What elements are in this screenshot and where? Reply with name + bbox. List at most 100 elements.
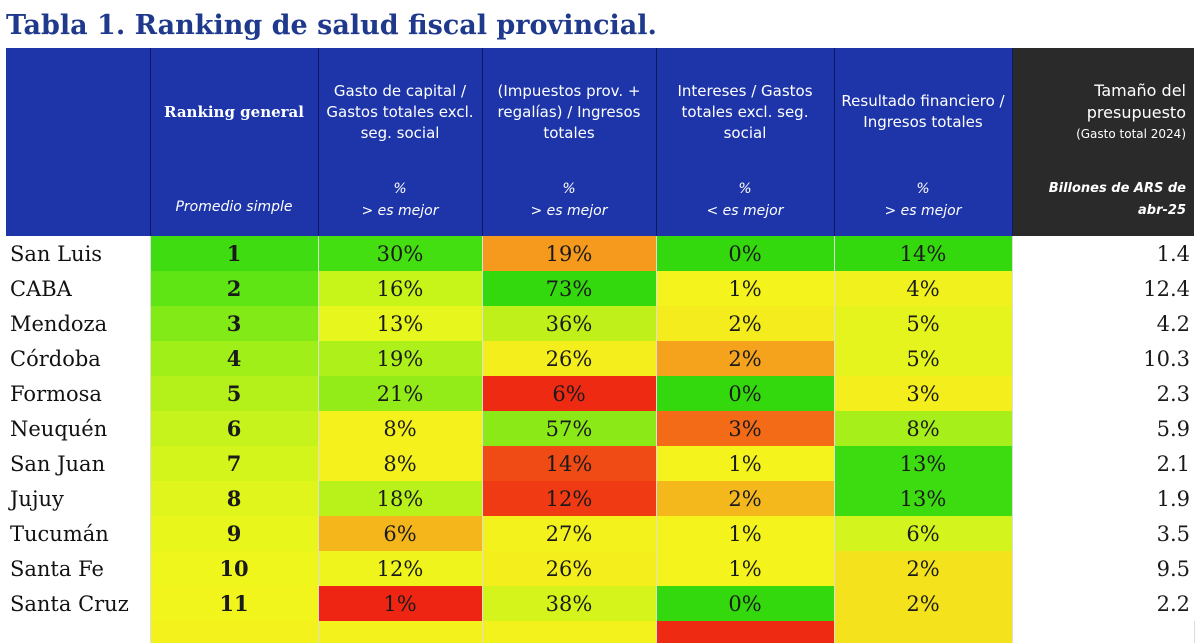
interest-ratio-cell: 1%	[656, 551, 835, 586]
result-ratio-cell: 8%	[834, 411, 1013, 446]
header-blank	[6, 48, 151, 176]
budget-size-cell: 10.3	[1012, 341, 1194, 376]
result-ratio-cell: 13%	[834, 481, 1013, 516]
ranking-cell: 10	[150, 551, 319, 586]
ranking-cell: 8	[150, 481, 319, 516]
interest-ratio-cell: 2%	[656, 341, 835, 376]
ranking-cell: 11	[150, 586, 319, 621]
budget-size-cell: 5.9	[1012, 411, 1194, 446]
capital-ratio-cell: 18%	[318, 481, 483, 516]
province-name: San Juan	[6, 446, 151, 481]
budget-size-cell: 2.3	[1012, 376, 1194, 411]
header-size-label: Tamaño del presupuesto	[1086, 81, 1186, 122]
result-ratio-cell: 13%	[834, 446, 1013, 481]
table-row-partial	[6, 621, 1195, 643]
subheader-col-result: % > es mejor	[834, 176, 1013, 236]
capital-ratio-cell: 1%	[318, 586, 483, 621]
ranking-cell: 3	[150, 306, 319, 341]
subheader-col-interest: % < es mejor	[656, 176, 835, 236]
province-name: Tucumán	[6, 516, 151, 551]
tax-ratio-cell: 38%	[482, 586, 657, 621]
capital-ratio-cell: 6%	[318, 516, 483, 551]
subheader-blank	[6, 176, 151, 236]
direction-label: > es mejor	[884, 203, 962, 219]
interest-ratio-cell: 1%	[656, 516, 835, 551]
ranking-cell	[150, 621, 319, 643]
header-col-result: Resultado financiero / Ingresos totales	[834, 48, 1013, 176]
header-col-capital: Gasto de capital / Gastos totales excl. …	[318, 48, 483, 176]
interest-ratio-cell: 0%	[656, 236, 835, 271]
budget-size-cell: 2.2	[1012, 586, 1194, 621]
table-title: Tabla 1. Ranking de salud fiscal provinc…	[6, 10, 657, 41]
unit-label: %	[738, 181, 752, 197]
header-size-sub: (Gasto total 2024)	[1076, 127, 1186, 141]
province-name: Córdoba	[6, 341, 151, 376]
capital-ratio-cell: 8%	[318, 411, 483, 446]
budget-size-cell	[1012, 621, 1195, 643]
direction-label: < es mejor	[706, 203, 784, 219]
budget-size-cell: 2.1	[1012, 446, 1194, 481]
province-name	[6, 621, 151, 643]
tax-ratio-cell: 73%	[482, 271, 657, 306]
province-name: Mendoza	[6, 306, 151, 341]
capital-ratio-cell: 30%	[318, 236, 483, 271]
province-name: CABA	[6, 271, 151, 306]
budget-size-cell: 12.4	[1012, 271, 1194, 306]
province-name: Neuquén	[6, 411, 151, 446]
capital-ratio-cell: 13%	[318, 306, 483, 341]
subheader-col-size: Billones de ARS de abr-25	[1012, 176, 1194, 236]
fiscal-ranking-table: Ranking general Gasto de capital / Gasto…	[6, 48, 1195, 643]
ratio-cell	[482, 621, 657, 643]
tax-ratio-cell: 14%	[482, 446, 657, 481]
table-row: San Luis 1 30% 19% 0% 14% 1.4	[6, 236, 1194, 271]
result-ratio-cell: 3%	[834, 376, 1013, 411]
table-row: San Juan 7 8% 14% 1% 13% 2.1	[6, 446, 1194, 481]
subheader-ranking: Promedio simple	[150, 176, 319, 236]
capital-ratio-cell: 16%	[318, 271, 483, 306]
header-ranking: Ranking general	[150, 48, 319, 176]
unit-label: %	[393, 181, 407, 197]
ranking-cell: 2	[150, 271, 319, 306]
interest-ratio-cell: 2%	[656, 306, 835, 341]
ratio-cell	[318, 621, 483, 643]
ranking-cell: 7	[150, 446, 319, 481]
tax-ratio-cell: 36%	[482, 306, 657, 341]
result-ratio-cell: 2%	[834, 551, 1013, 586]
header-col-taxes: (Impuestos prov. + regalías) / Ingresos …	[482, 48, 657, 176]
ranking-cell: 4	[150, 341, 319, 376]
tax-ratio-cell: 27%	[482, 516, 657, 551]
province-name: Jujuy	[6, 481, 151, 516]
ranking-cell: 6	[150, 411, 319, 446]
table-row: CABA 2 16% 73% 1% 4% 12.4	[6, 271, 1194, 306]
capital-ratio-cell: 21%	[318, 376, 483, 411]
budget-size-cell: 3.5	[1012, 516, 1194, 551]
tax-ratio-cell: 57%	[482, 411, 657, 446]
tax-ratio-cell: 19%	[482, 236, 657, 271]
unit-label: %	[562, 181, 576, 197]
interest-ratio-cell: 1%	[656, 446, 835, 481]
table-row: Neuquén 6 8% 57% 3% 8% 5.9	[6, 411, 1194, 446]
subheader-col-capital: % > es mejor	[318, 176, 483, 236]
budget-size-cell: 9.5	[1012, 551, 1194, 586]
result-ratio-cell: 5%	[834, 341, 1013, 376]
interest-ratio-cell: 1%	[656, 271, 835, 306]
budget-size-cell: 1.4	[1012, 236, 1194, 271]
header-col-interest: Intereses / Gastos totales excl. seg. so…	[656, 48, 835, 176]
result-ratio-cell: 2%	[834, 586, 1013, 621]
ratio-cell	[656, 621, 835, 643]
province-name: Formosa	[6, 376, 151, 411]
subheader-col-taxes: % > es mejor	[482, 176, 657, 236]
ranking-cell: 9	[150, 516, 319, 551]
capital-ratio-cell: 19%	[318, 341, 483, 376]
ranking-cell: 5	[150, 376, 319, 411]
tax-ratio-cell: 6%	[482, 376, 657, 411]
budget-size-cell: 1.9	[1012, 481, 1194, 516]
interest-ratio-cell: 2%	[656, 481, 835, 516]
direction-label: > es mejor	[530, 203, 608, 219]
header-col-size: Tamaño del presupuesto (Gasto total 2024…	[1012, 48, 1194, 176]
table-row: Jujuy 8 18% 12% 2% 13% 1.9	[6, 481, 1194, 516]
capital-ratio-cell: 8%	[318, 446, 483, 481]
result-ratio-cell: 5%	[834, 306, 1013, 341]
result-ratio-cell: 6%	[834, 516, 1013, 551]
interest-ratio-cell: 0%	[656, 586, 835, 621]
